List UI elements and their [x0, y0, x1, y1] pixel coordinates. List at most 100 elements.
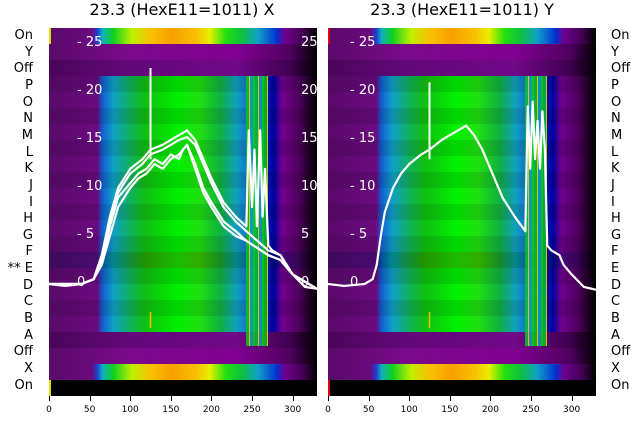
overlay-ytick-label: 5 [301, 227, 310, 242]
row-label: B [611, 311, 620, 327]
row-label: L [611, 144, 619, 160]
row-label: B [24, 311, 33, 327]
overlay-ytick-label: 0 [77, 275, 86, 290]
heatmap-row [328, 364, 596, 380]
xtick-label: 50 [362, 405, 375, 415]
row-label: On [611, 377, 630, 393]
row-label: H [611, 211, 621, 227]
trace-line-trace3 [49, 143, 317, 290]
xtick-mark [130, 396, 132, 401]
xtick-label: 100 [400, 405, 418, 415]
overlay-ytick-label: - 15 [350, 131, 376, 146]
trace-line-trace1 [328, 100, 596, 291]
xtick-label: 300 [563, 405, 581, 415]
trace-line-trace2 [49, 136, 317, 290]
heatmap-edge [328, 380, 330, 396]
row-label: On [14, 28, 33, 43]
xtick-mark [252, 396, 254, 401]
overlay-ytick-label: - 25 [350, 35, 376, 50]
overlay-ytick-label: - 10 [350, 179, 376, 194]
heatmap-row [49, 28, 317, 44]
xtick-label: 0 [325, 405, 331, 415]
xtick-mark [49, 396, 50, 401]
row-label: M [611, 127, 623, 143]
heatmap-row [49, 44, 317, 60]
row-label: O [22, 94, 33, 110]
row-label: On [14, 377, 33, 393]
trace-line-trace4 [49, 143, 317, 290]
heatmap-edge [49, 28, 51, 44]
row-label: On [611, 28, 630, 43]
xtick-label: 100 [121, 405, 139, 415]
row-label: M [21, 127, 33, 143]
row-label: I [29, 194, 33, 210]
xtick-mark [328, 396, 329, 401]
overlay-ytick-label: 0 [350, 275, 359, 290]
row-label: L [25, 144, 33, 160]
overlay-ytick-label: - 25 [77, 35, 103, 50]
row-label: N [23, 111, 33, 127]
row-label: E [611, 261, 620, 277]
row-label: C [611, 294, 621, 310]
trace-overlay [49, 68, 317, 328]
row-label: G [22, 227, 33, 243]
xtick-mark [571, 396, 573, 401]
row-label: D [22, 277, 33, 293]
heatmap-row [49, 348, 317, 364]
xtick-mark [409, 396, 411, 401]
row-label: Y [25, 44, 33, 60]
xtick-mark [490, 396, 492, 401]
xtick-mark [170, 396, 172, 401]
xtick-label: 150 [441, 405, 459, 415]
row-label: C [23, 294, 33, 310]
row-label: Off [13, 61, 33, 77]
heatmap-row [328, 44, 596, 60]
chart-title-right: 23.3 (HexE11=1011) Y [370, 0, 554, 19]
heatmap-row [49, 364, 317, 380]
trace-overlay [328, 82, 596, 328]
row-label: N [611, 111, 621, 127]
row-label: K [24, 161, 33, 177]
xtick-label: 200 [481, 405, 500, 415]
heatmap-panel-y: 0 - 5 - 10 - 15 - 20 - 25 [328, 28, 596, 396]
overlay-ytick-label: 10 [301, 179, 317, 194]
overlay-ytick-label: 25 [301, 35, 317, 50]
overlay-ytick-label: - 20 [350, 83, 376, 98]
row-label: F [611, 244, 619, 260]
heatmap-edge [328, 28, 330, 44]
heatmap-row [49, 60, 317, 76]
row-label: Off [611, 344, 631, 360]
row-label: ** E [7, 261, 33, 277]
heatmap-row [328, 60, 596, 76]
xtick-mark [531, 396, 533, 401]
row-label: X [24, 361, 33, 377]
xtick-mark [89, 396, 91, 401]
xtick-label: 250 [243, 405, 261, 415]
xtick-mark [449, 396, 451, 401]
row-label: H [23, 211, 33, 227]
row-label: Off [611, 61, 631, 77]
trace-line-trace1 [49, 129, 317, 290]
xtick-label: 50 [83, 405, 96, 415]
heatmap-row [328, 28, 596, 44]
row-label: O [611, 94, 622, 110]
row-label: A [24, 327, 33, 343]
row-label: Off [13, 344, 33, 360]
row-label: J [29, 177, 33, 193]
heatmap-edge [49, 380, 51, 396]
overlay-ytick-label: - 5 [350, 227, 368, 242]
xtick-mark [292, 396, 294, 401]
xtick-label: 0 [46, 405, 52, 415]
heatmap-row [328, 348, 596, 364]
row-label: A [611, 327, 620, 343]
xtick-label: 300 [284, 405, 302, 415]
row-label: D [611, 277, 622, 293]
row-label: F [25, 244, 33, 260]
xtick-mark [368, 396, 370, 401]
overlay-ytick-label: - 10 [77, 179, 103, 194]
row-label: G [611, 227, 622, 243]
xtick-label: 250 [522, 405, 540, 415]
row-label: X [611, 361, 620, 377]
row-label: Y [611, 44, 619, 60]
